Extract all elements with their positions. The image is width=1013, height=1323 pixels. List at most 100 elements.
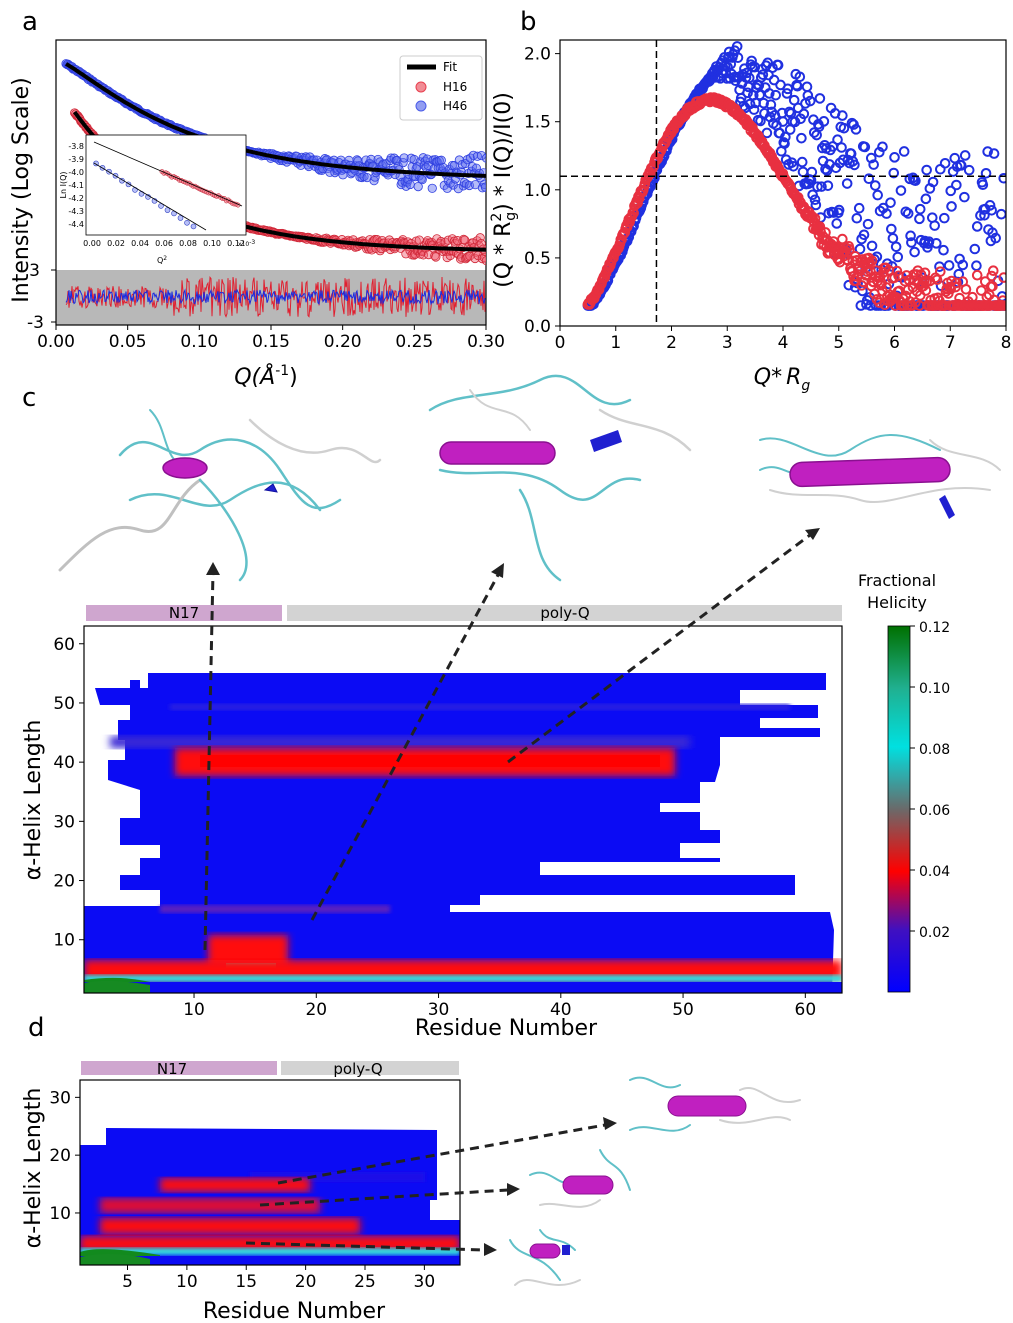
panel-a-inset: 0.00 0.02 0.04 0.06 0.08 0.10 0.12 -3.8 -3.9 -4.0… xyxy=(59,134,255,265)
panel-a-legend: Fit H16 H46 xyxy=(399,55,483,121)
point-h16 xyxy=(891,265,903,277)
x-tick-label: 5 xyxy=(833,333,844,353)
point-h46 xyxy=(822,180,834,191)
point-h16 xyxy=(418,250,429,260)
point-h46 xyxy=(797,166,809,178)
segment-n17-label-d: N17 xyxy=(157,1060,187,1078)
point-h46 xyxy=(779,138,790,149)
structure-d-1 xyxy=(629,1076,801,1132)
x-tick-label: 2 xyxy=(666,333,677,353)
point-h46 xyxy=(796,132,807,144)
colorbar-tick-label: 0.06 xyxy=(919,803,950,819)
x-tick-label: 60 xyxy=(795,1000,817,1020)
y-tick-label: 1.5 xyxy=(524,113,551,133)
x-tick-label: 0.25 xyxy=(395,332,433,352)
inset-y-tick: -3.9 xyxy=(68,155,84,164)
point-h46 xyxy=(837,110,848,121)
panel-d: d N17 poly-Q 5 10 15 20 25 30 10 20 30 α-Helix … xyxy=(21,1013,801,1323)
y-tick-label: 30 xyxy=(49,1088,71,1108)
panel-c-arrowheads xyxy=(206,528,820,578)
point-h46 xyxy=(906,237,917,248)
point-h16 xyxy=(960,283,972,295)
colorbar-tick-label: 0.10 xyxy=(919,681,950,697)
point-h16 xyxy=(986,270,997,282)
point-h46 xyxy=(984,200,996,211)
y-tick-label: 20 xyxy=(53,872,75,892)
y-tick-label: 0.0 xyxy=(524,317,551,337)
inset-x-tick: 0.10 xyxy=(203,239,221,248)
point-h46 xyxy=(881,208,892,219)
point-h16 xyxy=(935,266,946,277)
point-h46 xyxy=(920,193,932,205)
point-h46 xyxy=(980,167,992,179)
point-h46 xyxy=(476,150,486,161)
panel-a-ylabel: Intensity (Log Scale) xyxy=(9,77,34,302)
inset-xscale: x10-3 xyxy=(238,239,255,248)
heat-blue-region xyxy=(84,673,834,993)
point-h46 xyxy=(914,213,925,225)
point-h46 xyxy=(816,181,827,192)
x-tick-label: 0.00 xyxy=(37,332,75,352)
point-h46 xyxy=(841,178,853,189)
point-h46 xyxy=(851,212,863,224)
point-h16 xyxy=(814,221,826,232)
point-h46 xyxy=(959,191,970,203)
point-h46 xyxy=(804,95,816,107)
x-tick-label: 20 xyxy=(295,1272,317,1292)
point-h46 xyxy=(828,207,839,218)
fit-line-h46 xyxy=(64,62,486,178)
point-h46 xyxy=(758,97,769,109)
point-h16 xyxy=(997,295,1006,306)
point-h46 xyxy=(782,83,794,95)
panel-b-label: b xyxy=(520,7,537,37)
inset-x-tick: 0.02 xyxy=(107,239,125,248)
point-h46 xyxy=(732,52,744,63)
point-h46 xyxy=(780,131,791,143)
x-tick-label: 10 xyxy=(176,1272,198,1292)
x-tick-label: 40 xyxy=(550,1000,572,1020)
y-tick-label: 2.0 xyxy=(524,45,551,65)
inset-xlabel: Q2 xyxy=(157,255,167,265)
point-h46 xyxy=(479,179,486,189)
point-h46 xyxy=(923,236,935,247)
inset-point-h46 xyxy=(184,219,190,226)
point-h46 xyxy=(777,116,789,127)
point-h46 xyxy=(930,238,942,249)
panel-c-label: c xyxy=(22,383,36,413)
inset-y-tick: -4.1 xyxy=(68,181,84,190)
point-h46 xyxy=(863,173,875,185)
point-h46 xyxy=(866,240,878,252)
point-h46 xyxy=(772,59,784,71)
point-h46 xyxy=(979,209,990,221)
point-h46 xyxy=(731,41,743,52)
point-h16 xyxy=(979,276,991,287)
y-tick-label: 10 xyxy=(53,931,75,951)
point-h46 xyxy=(938,244,949,256)
point-h46 xyxy=(436,155,446,165)
x-tick-label: 0.20 xyxy=(324,332,362,352)
panel-b-ylabel: (Q * R2g) * I(Q)/I(0) xyxy=(489,92,519,288)
inset-x-tick: 0.04 xyxy=(131,239,149,248)
panel-a-xlabel: Q(Å-1) xyxy=(234,363,298,390)
panel-a-residuals xyxy=(65,276,486,318)
legend-h46-swatch xyxy=(415,100,427,112)
inset-y-tick: -4.0 xyxy=(68,168,84,177)
point-h46 xyxy=(998,172,1006,184)
panel-c-ylabel: α-Helix Length xyxy=(21,720,46,881)
point-h16 xyxy=(951,277,962,289)
point-h16 xyxy=(971,269,983,281)
point-h46 xyxy=(809,194,821,206)
point-h46 xyxy=(945,185,957,197)
point-h46 xyxy=(859,141,871,153)
inset-point-h46 xyxy=(190,223,197,230)
inset-y-tick: -3.8 xyxy=(68,142,84,151)
point-h46 xyxy=(865,152,877,164)
point-h46 xyxy=(725,58,737,70)
point-h16 xyxy=(481,256,486,266)
x-tick-label: 20 xyxy=(305,1000,327,1020)
segment-polyq-label-d: poly-Q xyxy=(333,1060,382,1078)
x-tick-label: 4 xyxy=(778,333,789,353)
inset-y-tick: -4.4 xyxy=(68,220,84,229)
point-h46 xyxy=(885,197,896,208)
